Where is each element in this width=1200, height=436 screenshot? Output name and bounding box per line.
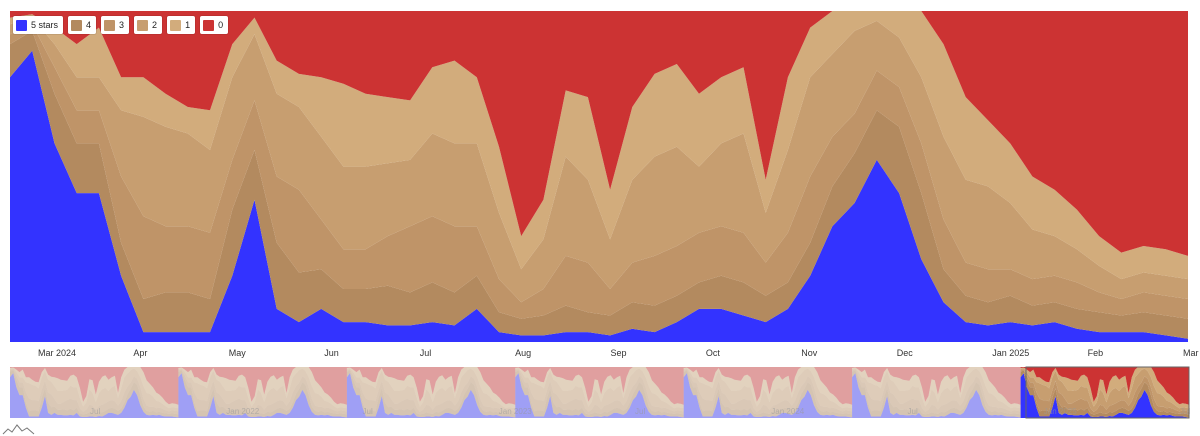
legend-label: 3 [119, 19, 125, 30]
navigator-series-area [515, 369, 684, 415]
navigator-series-area [515, 373, 684, 418]
navigator-x-axis: Jul Jan 2022 Jul Jan 2023 Jul Jan 2024 Jul Jan … [90, 407, 1190, 416]
x-tick-label: Mar [1183, 348, 1199, 358]
legend-swatch [203, 19, 215, 31]
navigator-tick-label: Jul [635, 407, 645, 416]
navigator-series-area [178, 367, 347, 405]
navigator-series-area [1020, 367, 1189, 405]
navigator-series-area [10, 370, 179, 418]
legend-item-5[interactable]: 1 [167, 16, 196, 34]
legend-label: 0 [218, 19, 224, 30]
navigator-tick-label: Jan 2022 [226, 407, 259, 416]
navigator-series-area [346, 368, 516, 412]
navigator-series-area [683, 367, 853, 409]
legend-label: 4 [86, 19, 92, 30]
legend-swatch [170, 19, 182, 31]
navigator-series-area [515, 367, 684, 405]
x-tick-label: Sep [611, 348, 627, 358]
legend-swatch [71, 19, 83, 31]
x-axis: Mar 2024 Apr May Jun Jul Aug Sep Oct Nov Dec Jan 2… [38, 348, 1199, 358]
plot-area [10, 11, 1188, 342]
x-tick-label: May [229, 348, 247, 358]
series-area-6[interactable] [10, 11, 1188, 256]
navigator-series-area [852, 373, 1021, 418]
navigator-series-area [852, 369, 1021, 415]
legend-label: 5 stars [31, 19, 59, 30]
navigator-series-area [852, 370, 1021, 418]
navigator-tick-label: Jul [908, 407, 918, 416]
navigator-tick-label: Jul [90, 407, 100, 416]
series-area-4[interactable] [10, 17, 1188, 303]
navigator-series-area [346, 367, 516, 409]
legend-item-3[interactable]: 3 [101, 16, 130, 34]
navigator-series-area [852, 367, 1021, 405]
legend-item-4[interactable]: 2 [134, 16, 163, 34]
navigator-tick-label: Jul [363, 407, 373, 416]
navigator-series-area [683, 367, 853, 405]
navigator-tick-label: Jul [1180, 407, 1190, 416]
x-tick-label: Feb [1088, 348, 1104, 358]
legend-item-1[interactable]: 5 stars [13, 16, 64, 34]
legend-label: 2 [152, 19, 158, 30]
navigator-series-area [683, 373, 853, 418]
navigator-series-area [1020, 370, 1189, 418]
legend-label: 1 [185, 19, 191, 30]
navigator-series-area [515, 367, 684, 409]
x-tick-label: Aug [515, 348, 531, 358]
legend: 5 stars 4 3 2 1 0 [13, 16, 229, 34]
series-area-2[interactable] [10, 30, 1188, 339]
x-tick-label: Dec [897, 348, 914, 358]
navigator-chart-icon [2, 424, 35, 435]
navigator-series-area [10, 368, 179, 412]
navigator-series-area [178, 370, 347, 418]
navigator-area [10, 367, 1189, 418]
legend-swatch [16, 19, 27, 31]
navigator-series-area [1020, 369, 1189, 415]
navigator-series-area [515, 368, 684, 412]
legend-swatch [104, 19, 116, 31]
navigator-series-area [346, 367, 516, 405]
navigator-series-area [346, 370, 516, 418]
navigator-series-area [515, 370, 684, 418]
x-tick-label: Oct [706, 348, 721, 358]
navigator-series-area [346, 373, 516, 418]
navigator-series-area [178, 368, 347, 412]
navigator-series-area [10, 367, 179, 409]
navigator-tick-label: Jan 2023 [499, 407, 532, 416]
legend-swatch [137, 19, 149, 31]
navigator-series-area [346, 369, 516, 415]
navigator-series-area [1020, 373, 1189, 418]
x-tick-label: Jan 2025 [992, 348, 1029, 358]
navigator-series-area [10, 373, 179, 418]
x-tick-label: Mar 2024 [38, 348, 76, 358]
series-area-3[interactable] [10, 24, 1188, 319]
navigator-series-area [683, 369, 853, 415]
navigator-series-area [178, 373, 347, 418]
navigator-series-area [852, 368, 1021, 412]
series-area-1[interactable] [10, 50, 1188, 342]
legend-item-6[interactable]: 0 [200, 16, 229, 34]
navigator-tick-label: Jan 2024 [771, 407, 804, 416]
navigator-series-area [683, 368, 853, 412]
navigator-series-area [10, 367, 179, 405]
x-tick-label: Jul [420, 348, 432, 358]
x-tick-label: Jun [324, 348, 339, 358]
navigator-tick-label: Jan 2025 [1044, 407, 1077, 416]
navigator-series-area [10, 369, 179, 415]
series-area-5[interactable] [10, 11, 1188, 280]
navigator-series-area [683, 370, 853, 418]
x-tick-label: Nov [801, 348, 818, 358]
navigator-series-area [1020, 367, 1189, 409]
navigator-series-area [178, 369, 347, 415]
navigator-series-area [178, 367, 347, 409]
navigator-series-area [1020, 368, 1189, 412]
navigator-series-area [852, 367, 1021, 409]
x-tick-label: Apr [133, 348, 147, 358]
navigator-background [10, 367, 1189, 418]
navigator-scrollbar[interactable] [1025, 366, 1190, 419]
legend-item-2[interactable]: 4 [68, 16, 97, 34]
